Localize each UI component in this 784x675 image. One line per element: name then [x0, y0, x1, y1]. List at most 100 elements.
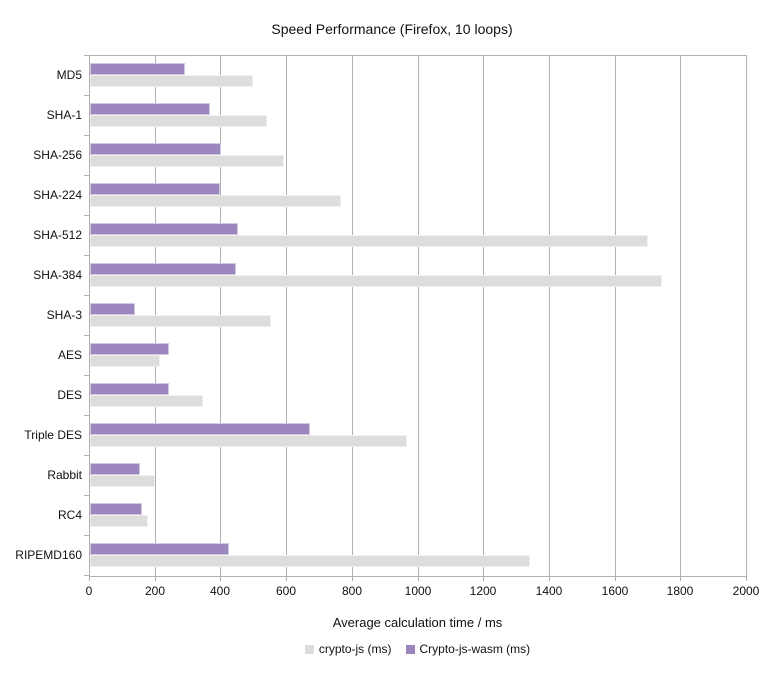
legend: crypto-js (ms) Crypto-js-wasm (ms) [89, 642, 746, 656]
gridline-1200 [483, 56, 484, 576]
bar-group-md5 [90, 56, 747, 96]
category-label-ripemd160: RIPEMD160 [15, 548, 82, 562]
plot-area [89, 55, 747, 577]
x-tick-label-0: 0 [85, 584, 93, 598]
category-label-sha-3: SHA-3 [46, 308, 82, 322]
category-label-des: DES [57, 388, 82, 402]
bar-crypto-js-aes [90, 355, 160, 367]
bar-group-sha-256 [90, 136, 747, 176]
y-tick [84, 455, 89, 456]
bar-crypto-js-wasm-sha-384 [90, 263, 236, 275]
bar-crypto-js-wasm-sha-1 [90, 103, 210, 115]
x-tick-label-1200: 1200 [469, 584, 497, 598]
y-tick [84, 335, 89, 336]
x-tick-200 [155, 576, 156, 581]
x-tick-600 [286, 576, 287, 581]
category-label-md5: MD5 [56, 68, 82, 82]
bar-crypto-js-sha-3 [90, 315, 271, 327]
x-tick-label-2000: 2000 [732, 584, 760, 598]
gridline-2000 [746, 56, 747, 576]
y-tick [84, 415, 89, 416]
legend-label-crypto-js: crypto-js (ms) [318, 642, 392, 656]
bar-crypto-js-wasm-sha-256 [90, 143, 221, 155]
bar-crypto-js-wasm-aes [90, 343, 169, 355]
bar-crypto-js-sha-224 [90, 195, 341, 207]
legend-label-crypto-js-wasm: Crypto-js-wasm (ms) [419, 642, 531, 656]
y-tick [84, 95, 89, 96]
bar-crypto-js-wasm-triple-des [90, 423, 310, 435]
bar-crypto-js-triple-des [90, 435, 407, 447]
y-tick [84, 175, 89, 176]
x-tick-label-1000: 1000 [404, 584, 432, 598]
legend-swatch-crypto-js [304, 644, 314, 654]
bar-group-ripemd160 [90, 536, 747, 576]
category-label-rc4: RC4 [57, 508, 82, 522]
bar-group-sha-512 [90, 216, 747, 256]
bar-crypto-js-wasm-sha-3 [90, 303, 135, 315]
bar-crypto-js-wasm-rc4 [90, 503, 142, 515]
bar-group-rabbit [90, 456, 747, 496]
category-label-sha-224: SHA-224 [33, 188, 82, 202]
bar-group-sha-384 [90, 256, 747, 296]
y-tick [84, 295, 89, 296]
x-tick-label-1400: 1400 [535, 584, 563, 598]
x-tick-label-600: 600 [275, 584, 297, 598]
x-tick-0 [89, 576, 90, 581]
bar-crypto-js-rc4 [90, 515, 148, 527]
gridline-1800 [680, 56, 681, 576]
y-tick [84, 135, 89, 136]
bar-group-sha-3 [90, 296, 747, 336]
gridline-600 [286, 56, 287, 576]
chart-title: Speed Performance (Firefox, 10 loops) [271, 21, 513, 37]
bar-crypto-js-sha-256 [90, 155, 284, 167]
bar-group-triple-des [90, 416, 747, 456]
bar-crypto-js-wasm-sha-224 [90, 183, 220, 195]
bar-group-des [90, 376, 747, 416]
x-tick-label-1800: 1800 [666, 584, 694, 598]
bar-crypto-js-des [90, 395, 203, 407]
bar-group-sha-1 [90, 96, 747, 136]
y-tick [84, 215, 89, 216]
category-label-rabbit: Rabbit [47, 468, 82, 482]
x-tick-1600 [615, 576, 616, 581]
bar-group-rc4 [90, 496, 747, 536]
x-tick-1800 [680, 576, 681, 581]
category-label-sha-384: SHA-384 [33, 268, 82, 282]
legend-item-crypto-js: crypto-js (ms) [304, 642, 392, 656]
bar-crypto-js-md5 [90, 75, 253, 87]
gridline-1600 [615, 56, 616, 576]
bar-crypto-js-sha-512 [90, 235, 648, 247]
legend-item-crypto-js-wasm: Crypto-js-wasm (ms) [405, 642, 531, 656]
bar-group-sha-224 [90, 176, 747, 216]
gridline-1400 [549, 56, 550, 576]
x-tick-400 [220, 576, 221, 581]
bar-crypto-js-wasm-sha-512 [90, 223, 238, 235]
legend-swatch-crypto-js-wasm [405, 644, 415, 654]
y-tick [84, 575, 89, 576]
gridline-1000 [418, 56, 419, 576]
category-label-sha-1: SHA-1 [46, 108, 82, 122]
x-tick-2000 [746, 576, 747, 581]
bar-crypto-js-wasm-ripemd160 [90, 543, 229, 555]
y-tick [84, 375, 89, 376]
category-label-sha-256: SHA-256 [33, 148, 82, 162]
x-tick-1200 [483, 576, 484, 581]
category-label-triple-des: Triple DES [24, 428, 82, 442]
x-tick-label-1600: 1600 [601, 584, 629, 598]
bar-group-aes [90, 336, 747, 376]
bar-crypto-js-sha-384 [90, 275, 662, 287]
bar-crypto-js-wasm-md5 [90, 63, 185, 75]
y-tick [84, 495, 89, 496]
x-axis-title: Average calculation time / ms [332, 615, 503, 630]
x-tick-label-800: 800 [341, 584, 363, 598]
y-tick [84, 255, 89, 256]
x-tick-1000 [418, 576, 419, 581]
bar-crypto-js-wasm-des [90, 383, 169, 395]
x-tick-label-400: 400 [209, 584, 231, 598]
bar-crypto-js-ripemd160 [90, 555, 530, 567]
y-tick [84, 55, 89, 56]
x-tick-1400 [549, 576, 550, 581]
x-tick-label-200: 200 [144, 584, 166, 598]
bar-crypto-js-sha-1 [90, 115, 267, 127]
